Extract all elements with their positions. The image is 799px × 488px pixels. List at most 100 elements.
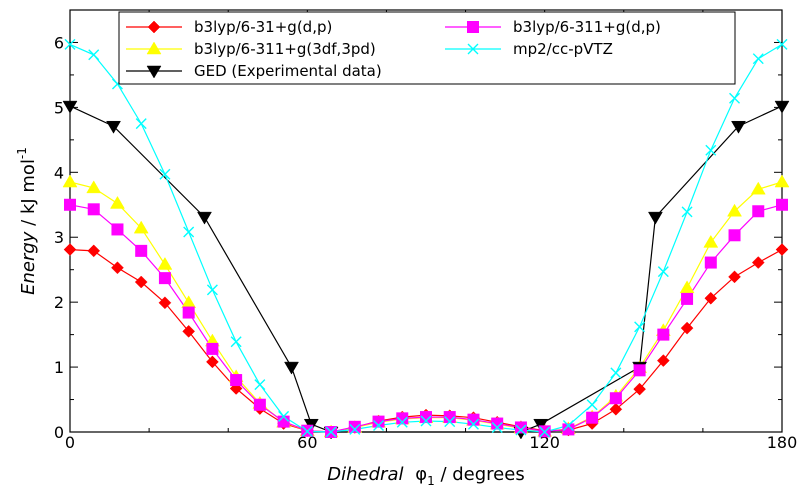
- data-point-series-4: [657, 266, 669, 278]
- data-point-series-1: [727, 203, 742, 217]
- x-axis-title-subscript: 1: [427, 474, 435, 488]
- data-point-series-0: [704, 291, 718, 305]
- data-point-series-2: [731, 120, 746, 134]
- data-point-series-4: [301, 425, 313, 437]
- data-point-series-4: [515, 424, 527, 436]
- data-point-series-4: [325, 426, 337, 438]
- y-tick-label: 0: [54, 423, 64, 442]
- data-point-series-0: [158, 296, 172, 310]
- data-point-series-4: [64, 38, 76, 50]
- data-point-series-3: [633, 364, 646, 377]
- data-point-series-4: [206, 284, 218, 296]
- x-axis-title: Dihedral φ1 / degrees: [327, 464, 524, 488]
- x-tick-label: 120: [529, 433, 560, 452]
- data-point-series-3: [752, 205, 765, 218]
- data-point-series-3: [206, 342, 219, 355]
- series-lines: [69, 43, 783, 433]
- data-point-series-4: [539, 426, 551, 438]
- legend-label-3: b3lyp/6-311+g(d,p): [513, 18, 661, 36]
- data-point-series-3: [681, 292, 694, 305]
- data-point-series-4: [373, 420, 385, 432]
- data-point-series-3: [657, 328, 670, 341]
- data-point-series-3: [491, 417, 504, 430]
- data-point-series-1: [86, 180, 102, 194]
- x-axis-title-prefix: Dihedral: [327, 464, 403, 485]
- data-point-series-3: [396, 412, 409, 425]
- data-point-series-2: [533, 418, 549, 432]
- data-point-series-3: [111, 223, 124, 236]
- data-point-series-4: [420, 415, 432, 427]
- data-point-series-0: [609, 402, 623, 416]
- legend-marker-2: [146, 65, 162, 79]
- legend-label-0: b3lyp/6-31+g(d,p): [194, 18, 332, 36]
- data-point-series-3: [182, 306, 195, 319]
- data-point-series-3: [586, 411, 599, 424]
- data-point-series-1: [774, 174, 790, 188]
- x-axis-title-symbol: φ: [415, 464, 427, 485]
- data-point-series-3: [420, 411, 432, 424]
- data-point-series-0: [206, 355, 219, 369]
- data-point-series-4: [586, 399, 598, 411]
- data-point-series-4: [705, 144, 717, 156]
- data-point-series-4: [278, 410, 290, 422]
- data-point-series-4: [88, 49, 100, 61]
- legend-label-1: b3lyp/6-311+g(3df,3pd): [194, 40, 376, 58]
- data-point-series-0: [728, 270, 741, 284]
- legend-marker-3: [467, 21, 479, 33]
- data-point-series-4: [562, 420, 574, 432]
- data-point-series-1: [62, 174, 78, 188]
- y-tick-label: 6: [54, 33, 64, 52]
- data-point-series-2: [197, 211, 212, 225]
- y-tick-label: 3: [54, 228, 64, 247]
- y-axis-title-suffix: / kJ mol: [18, 159, 39, 232]
- x-axis-title-suffix: / degrees: [435, 464, 525, 485]
- data-point-series-3: [64, 198, 76, 211]
- x-tick-label: 0: [65, 433, 75, 452]
- data-point-series-4: [254, 379, 266, 391]
- data-point-series-2: [774, 100, 790, 114]
- data-point-series-0: [87, 244, 101, 258]
- y-axis-title-prefix: Energy: [18, 231, 39, 295]
- data-point-series-4: [681, 206, 693, 218]
- data-point-series-3: [609, 392, 622, 405]
- legend: b3lyp/6-31+g(d,p) b3lyp/6-311+g(d,p) b3lyp…: [118, 11, 736, 85]
- data-point-series-0: [111, 261, 124, 275]
- data-point-series-4: [396, 416, 408, 428]
- data-point-series-3: [87, 203, 100, 216]
- data-point-series-0: [182, 325, 196, 338]
- data-point-series-2: [284, 361, 299, 375]
- y-tick-label: 5: [54, 98, 64, 117]
- data-point-series-3: [562, 423, 575, 436]
- data-point-series-0: [134, 275, 148, 289]
- data-point-series-3: [230, 374, 243, 387]
- data-point-series-1: [679, 280, 695, 294]
- legend-label-4: mp2/cc-pVTZ: [513, 40, 613, 58]
- y-axis-title-superscript: -1: [15, 147, 29, 159]
- legend-marker-0: [147, 20, 161, 34]
- series-line-1: [69, 181, 783, 433]
- data-point-series-1: [750, 181, 766, 195]
- data-point-series-2: [647, 211, 663, 225]
- data-point-series-0: [680, 321, 694, 335]
- legend-box: [118, 11, 736, 85]
- y-tick-label: 4: [54, 163, 64, 182]
- data-point-series-0: [656, 354, 670, 367]
- data-point-series-3: [158, 272, 171, 285]
- data-point-series-3: [253, 398, 266, 411]
- data-point-series-2: [62, 100, 78, 114]
- data-point-series-3: [135, 244, 148, 257]
- data-point-series-4: [183, 226, 195, 238]
- data-point-series-3: [277, 415, 290, 428]
- legend-label-2: GED (Experimental data): [194, 62, 382, 80]
- data-point-series-4: [752, 53, 764, 65]
- data-point-series-0: [633, 382, 646, 396]
- series-line-0: [69, 249, 783, 433]
- y-tick-label: 2: [54, 293, 64, 312]
- series-markers: [62, 38, 790, 440]
- data-point-series-4: [349, 423, 361, 435]
- data-point-series-4: [634, 321, 646, 333]
- data-point-series-3: [372, 415, 385, 428]
- legend-marker-1: [146, 41, 162, 55]
- x-tick-label: 180: [767, 433, 798, 452]
